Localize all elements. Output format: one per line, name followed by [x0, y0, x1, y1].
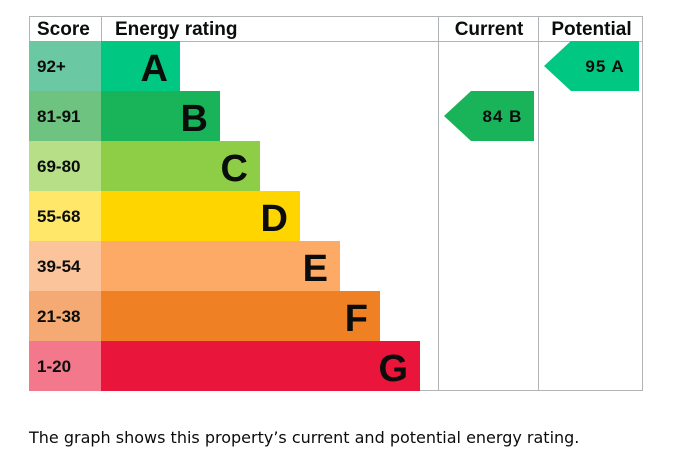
- score-cell-f: [29, 291, 101, 341]
- band-bar-f: [101, 291, 380, 341]
- header-energy-rating: Energy rating: [115, 19, 237, 40]
- header-potential: Potential: [551, 19, 631, 40]
- score-cell-d: [29, 191, 101, 241]
- score-label-c: 69-80: [37, 157, 80, 176]
- band-letter-g: G: [378, 348, 408, 390]
- score-label-a: 92+: [37, 57, 66, 76]
- score-label-f: 21-38: [37, 307, 80, 326]
- score-label-e: 39-54: [37, 257, 81, 276]
- header-score: Score: [37, 19, 90, 40]
- band-bar-g: [101, 341, 420, 391]
- energy-rating-chart: Score Energy rating Current Potential 92+ A 8…: [29, 16, 643, 391]
- score-cell-g: [29, 341, 101, 391]
- band-bar-a: [101, 41, 180, 91]
- current-rating-arrow: [444, 91, 534, 141]
- band-bar-b: [101, 91, 220, 141]
- chart-headers: Score Energy rating Current Potential: [37, 19, 632, 40]
- rating-arrows: 84 B 95 A: [444, 41, 639, 141]
- score-label-g: 1-20: [37, 357, 71, 376]
- band-letter-d: D: [261, 198, 288, 240]
- band-letter-c: C: [221, 148, 248, 190]
- score-label-d: 55-68: [37, 207, 80, 226]
- potential-rating-arrow: [544, 41, 639, 91]
- header-current: Current: [455, 19, 524, 40]
- band-bar-c: [101, 141, 260, 191]
- score-cell-a: [29, 41, 101, 91]
- score-cell-b: [29, 91, 101, 141]
- band-letter-b: B: [181, 98, 208, 140]
- band-letter-e: E: [303, 248, 328, 290]
- potential-rating-label: 95 A: [585, 57, 624, 76]
- current-rating-label: 84 B: [483, 107, 523, 126]
- band-letter-a: A: [141, 48, 168, 90]
- band-bar-d: [101, 191, 300, 241]
- band-letter-f: F: [345, 298, 368, 340]
- rating-bands: 92+ A 81-91 B 69-80 C 55-68 D 39-54 E 21-38 F 1-20 G: [29, 41, 420, 391]
- chart-caption: The graph shows this property’s current …: [29, 428, 580, 447]
- band-bar-e: [101, 241, 340, 291]
- score-cell-c: [29, 141, 101, 191]
- score-cell-e: [29, 241, 101, 291]
- score-label-b: 81-91: [37, 107, 80, 126]
